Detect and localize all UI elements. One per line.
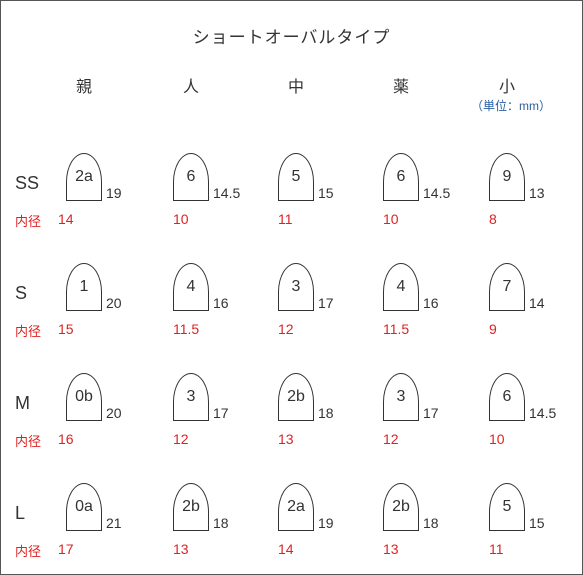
nail-shape: 0a: [66, 483, 102, 531]
nail-shape: 1: [66, 263, 102, 311]
inner-diameter-value: 12: [383, 431, 399, 447]
inner-diameter-value: 10: [383, 211, 399, 227]
nail-shape: 4: [383, 263, 419, 311]
column-header: 人: [171, 73, 211, 97]
nail-length: 15: [529, 515, 545, 531]
column-header: 薬: [381, 73, 421, 97]
inner-diameter-value: 8: [489, 211, 497, 227]
inner-diameter-value: 17: [58, 541, 74, 557]
nail-shape: 4: [173, 263, 209, 311]
inner-diameter-value: 15: [58, 321, 74, 337]
nail-shape: 3: [383, 373, 419, 421]
inner-diameter-value: 14: [278, 541, 294, 557]
nail-shape: 6: [489, 373, 525, 421]
nail-shape: 9: [489, 153, 525, 201]
nail-length: 19: [106, 185, 122, 201]
nail-shape: 3: [278, 263, 314, 311]
nail-shape: 2a: [278, 483, 314, 531]
inner-diameter-value: 10: [489, 431, 505, 447]
nail-shape: 2a: [66, 153, 102, 201]
inner-diameter-value: 13: [173, 541, 189, 557]
nail-shape: 2b: [278, 373, 314, 421]
inner-diameter-value: 11.5: [383, 321, 409, 337]
inner-diameter-label: 内径: [15, 541, 41, 560]
inner-diameter-value: 10: [173, 211, 189, 227]
nail-shape: 2b: [383, 483, 419, 531]
inner-diameter-value: 14: [58, 211, 74, 227]
nail-length: 20: [106, 295, 122, 311]
nail-shape: 3: [173, 373, 209, 421]
inner-diameter-label: 内径: [15, 321, 41, 340]
inner-diameter-value: 11: [489, 541, 504, 557]
nail-length: 17: [423, 405, 439, 421]
row-label: SS: [15, 173, 39, 194]
inner-diameter-value: 12: [173, 431, 189, 447]
row-label: S: [15, 283, 27, 304]
nail-length: 16: [423, 295, 439, 311]
nail-length: 14.5: [423, 185, 450, 201]
nail-shape: 5: [489, 483, 525, 531]
inner-diameter-label: 内径: [15, 211, 41, 230]
nail-length: 21: [106, 515, 122, 531]
inner-diameter-value: 13: [278, 431, 294, 447]
chart-title: ショートオーバルタイプ: [1, 23, 582, 48]
nail-length: 18: [213, 515, 229, 531]
nail-length: 14.5: [213, 185, 240, 201]
nail-length: 18: [318, 405, 334, 421]
nail-shape: 5: [278, 153, 314, 201]
nail-shape: 0b: [66, 373, 102, 421]
nail-shape: 6: [383, 153, 419, 201]
nail-shape: 2b: [173, 483, 209, 531]
inner-diameter-value: 12: [278, 321, 294, 337]
nail-length: 14: [529, 295, 545, 311]
column-header: 小: [487, 73, 527, 97]
column-header: 親: [64, 73, 104, 97]
inner-diameter-label: 内径: [15, 431, 41, 450]
nail-length: 17: [318, 295, 334, 311]
nail-length: 19: [318, 515, 334, 531]
nail-shape: 7: [489, 263, 525, 311]
nail-length: 13: [529, 185, 545, 201]
unit-label: （単位：mm）: [471, 97, 551, 114]
inner-diameter-value: 13: [383, 541, 399, 557]
nail-length: 15: [318, 185, 334, 201]
nail-length: 17: [213, 405, 229, 421]
column-header: 中: [276, 73, 316, 97]
row-label: L: [15, 503, 25, 524]
inner-diameter-value: 11.5: [173, 321, 199, 337]
nail-length: 18: [423, 515, 439, 531]
inner-diameter-value: 9: [489, 321, 497, 337]
nail-length: 16: [213, 295, 229, 311]
nail-length: 14.5: [529, 405, 556, 421]
inner-diameter-value: 11: [278, 211, 293, 227]
inner-diameter-value: 16: [58, 431, 74, 447]
row-label: M: [15, 393, 30, 414]
nail-length: 20: [106, 405, 122, 421]
nail-shape: 6: [173, 153, 209, 201]
